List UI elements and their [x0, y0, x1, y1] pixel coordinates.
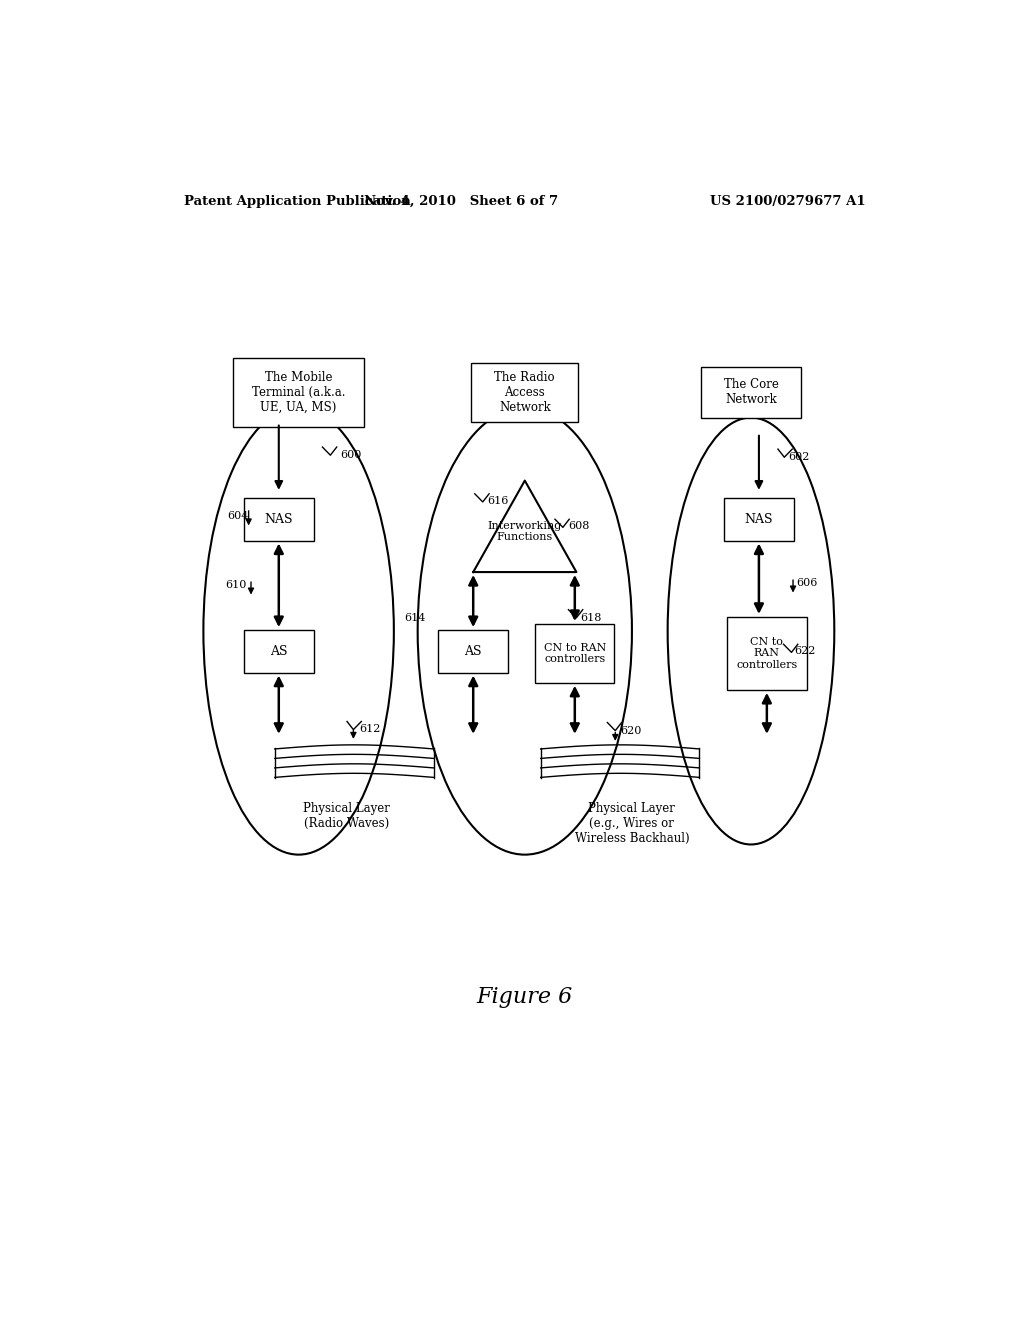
FancyBboxPatch shape — [724, 498, 794, 541]
Text: 616: 616 — [487, 496, 509, 506]
Text: NAS: NAS — [264, 512, 293, 525]
FancyBboxPatch shape — [727, 616, 807, 690]
Text: Patent Application Publication: Patent Application Publication — [183, 194, 411, 207]
Ellipse shape — [668, 417, 835, 845]
Ellipse shape — [204, 408, 394, 854]
Ellipse shape — [418, 408, 632, 854]
Text: Physical Layer
(e.g., Wires or
Wireless Backhaul): Physical Layer (e.g., Wires or Wireless … — [574, 801, 689, 845]
Text: AS: AS — [465, 645, 482, 657]
Text: The Radio
Access
Network: The Radio Access Network — [495, 371, 555, 413]
Text: 604: 604 — [227, 511, 249, 521]
Text: 608: 608 — [568, 521, 590, 532]
FancyBboxPatch shape — [233, 358, 365, 426]
Text: Physical Layer
(Radio Waves): Physical Layer (Radio Waves) — [303, 801, 390, 830]
Text: The Mobile
Terminal (a.k.a.
UE, UA, MS): The Mobile Terminal (a.k.a. UE, UA, MS) — [252, 371, 345, 413]
Text: CN to RAN
controllers: CN to RAN controllers — [544, 643, 606, 664]
FancyBboxPatch shape — [244, 498, 313, 541]
Text: 606: 606 — [797, 578, 817, 589]
Text: 600: 600 — [341, 450, 362, 461]
Text: US 2100/0279677 A1: US 2100/0279677 A1 — [711, 194, 866, 207]
Text: Figure 6: Figure 6 — [477, 986, 572, 1008]
FancyBboxPatch shape — [536, 624, 614, 682]
Text: 612: 612 — [359, 723, 380, 734]
Text: 622: 622 — [795, 647, 816, 656]
Text: 602: 602 — [788, 453, 810, 462]
FancyBboxPatch shape — [438, 630, 508, 673]
Text: 620: 620 — [620, 726, 641, 735]
FancyBboxPatch shape — [701, 367, 801, 417]
Text: 618: 618 — [581, 612, 602, 623]
FancyBboxPatch shape — [244, 630, 313, 673]
Text: Nov. 4, 2010   Sheet 6 of 7: Nov. 4, 2010 Sheet 6 of 7 — [365, 194, 558, 207]
Text: 614: 614 — [404, 612, 426, 623]
FancyBboxPatch shape — [471, 363, 579, 421]
Text: NAS: NAS — [744, 512, 773, 525]
Text: CN to
RAN
controllers: CN to RAN controllers — [736, 636, 798, 671]
Text: The Core
Network: The Core Network — [724, 378, 778, 407]
Text: 610: 610 — [225, 581, 246, 590]
Text: AS: AS — [270, 645, 288, 657]
Text: Interworking
Functions: Interworking Functions — [487, 520, 562, 543]
